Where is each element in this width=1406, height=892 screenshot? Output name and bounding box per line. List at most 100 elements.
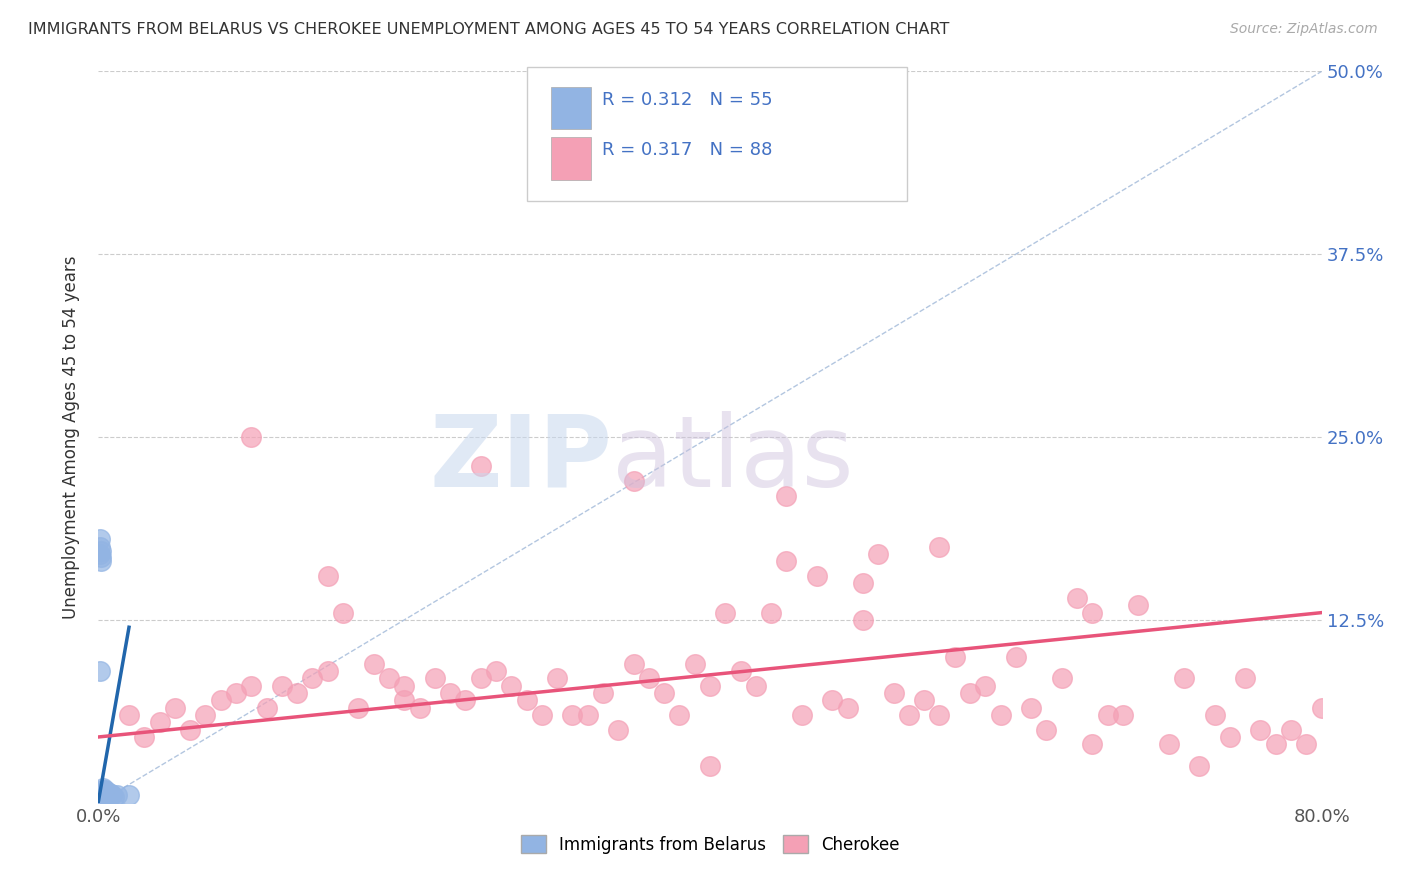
- Point: [134, 730, 156, 744]
- Point: [408, 700, 430, 714]
- Point: [1019, 700, 1042, 714]
- Legend: Immigrants from Belarus, Cherokee: Immigrants from Belarus, Cherokee: [515, 829, 905, 860]
- Point: [163, 700, 186, 714]
- Point: [852, 613, 875, 627]
- Point: [91, 791, 114, 805]
- Point: [759, 606, 782, 620]
- Point: [501, 679, 523, 693]
- Point: [959, 686, 981, 700]
- Point: [89, 791, 111, 805]
- Point: [454, 693, 477, 707]
- Point: [745, 679, 768, 693]
- Point: [868, 547, 890, 561]
- Point: [94, 787, 117, 801]
- Text: R = 0.312   N = 55: R = 0.312 N = 55: [602, 91, 772, 109]
- Point: [1219, 730, 1241, 744]
- Point: [90, 791, 112, 805]
- Point: [1081, 606, 1104, 620]
- Point: [94, 789, 117, 803]
- Point: [1249, 723, 1271, 737]
- Point: [90, 544, 112, 558]
- Point: [561, 708, 583, 723]
- Point: [470, 672, 492, 686]
- Y-axis label: Unemployment Among Ages 45 to 54 years: Unemployment Among Ages 45 to 54 years: [62, 255, 80, 619]
- Point: [90, 549, 112, 564]
- Point: [623, 657, 645, 671]
- Point: [97, 789, 120, 804]
- Point: [928, 708, 950, 723]
- Point: [90, 789, 112, 803]
- Point: [1173, 672, 1195, 686]
- Point: [1066, 591, 1088, 605]
- Point: [852, 576, 875, 591]
- Point: [90, 554, 112, 568]
- Point: [837, 700, 859, 714]
- Point: [1112, 708, 1135, 723]
- Point: [1050, 672, 1073, 686]
- Point: [94, 791, 117, 805]
- Point: [103, 789, 125, 804]
- Point: [90, 791, 112, 805]
- Text: R = 0.317   N = 88: R = 0.317 N = 88: [602, 141, 772, 159]
- Point: [89, 540, 111, 554]
- Point: [90, 793, 112, 807]
- Text: Source: ZipAtlas.com: Source: ZipAtlas.com: [1230, 22, 1378, 37]
- Point: [912, 693, 935, 707]
- Point: [363, 657, 385, 671]
- Point: [93, 787, 115, 801]
- Point: [974, 679, 997, 693]
- Point: [270, 679, 292, 693]
- Point: [439, 686, 461, 700]
- Point: [98, 786, 121, 800]
- Point: [730, 664, 752, 678]
- Point: [683, 657, 706, 671]
- Point: [1097, 708, 1119, 723]
- Point: [1204, 708, 1226, 723]
- Text: ZIP: ZIP: [429, 410, 612, 508]
- Point: [943, 649, 966, 664]
- Point: [89, 533, 111, 547]
- Point: [89, 664, 111, 678]
- Point: [91, 789, 114, 804]
- Point: [90, 791, 112, 805]
- Point: [546, 672, 568, 686]
- Point: [392, 693, 416, 707]
- Point: [89, 794, 111, 808]
- Point: [91, 789, 114, 804]
- Point: [105, 789, 128, 803]
- Point: [1004, 649, 1026, 664]
- Point: [790, 708, 813, 723]
- Point: [990, 708, 1012, 723]
- Point: [806, 569, 828, 583]
- Point: [91, 789, 114, 803]
- Point: [775, 554, 797, 568]
- Point: [93, 782, 115, 797]
- Point: [94, 784, 117, 798]
- Point: [118, 708, 141, 723]
- Point: [100, 787, 122, 801]
- Point: [714, 606, 737, 620]
- Point: [485, 664, 508, 678]
- Point: [775, 489, 797, 503]
- Point: [316, 569, 339, 583]
- Point: [179, 723, 201, 737]
- Point: [91, 787, 114, 801]
- Point: [93, 789, 115, 804]
- Point: [1234, 672, 1257, 686]
- Point: [897, 708, 920, 723]
- Text: IMMIGRANTS FROM BELARUS VS CHEROKEE UNEMPLOYMENT AMONG AGES 45 TO 54 YEARS CORRE: IMMIGRANTS FROM BELARUS VS CHEROKEE UNEM…: [28, 22, 949, 37]
- Point: [225, 686, 247, 700]
- Point: [592, 686, 614, 700]
- Point: [91, 782, 114, 797]
- Point: [94, 789, 117, 804]
- Point: [392, 679, 416, 693]
- Point: [821, 693, 844, 707]
- Point: [928, 540, 950, 554]
- Point: [576, 708, 599, 723]
- Point: [1188, 759, 1211, 773]
- Point: [90, 786, 112, 800]
- Point: [97, 791, 120, 805]
- Point: [1035, 723, 1057, 737]
- Point: [101, 789, 124, 803]
- Point: [668, 708, 690, 723]
